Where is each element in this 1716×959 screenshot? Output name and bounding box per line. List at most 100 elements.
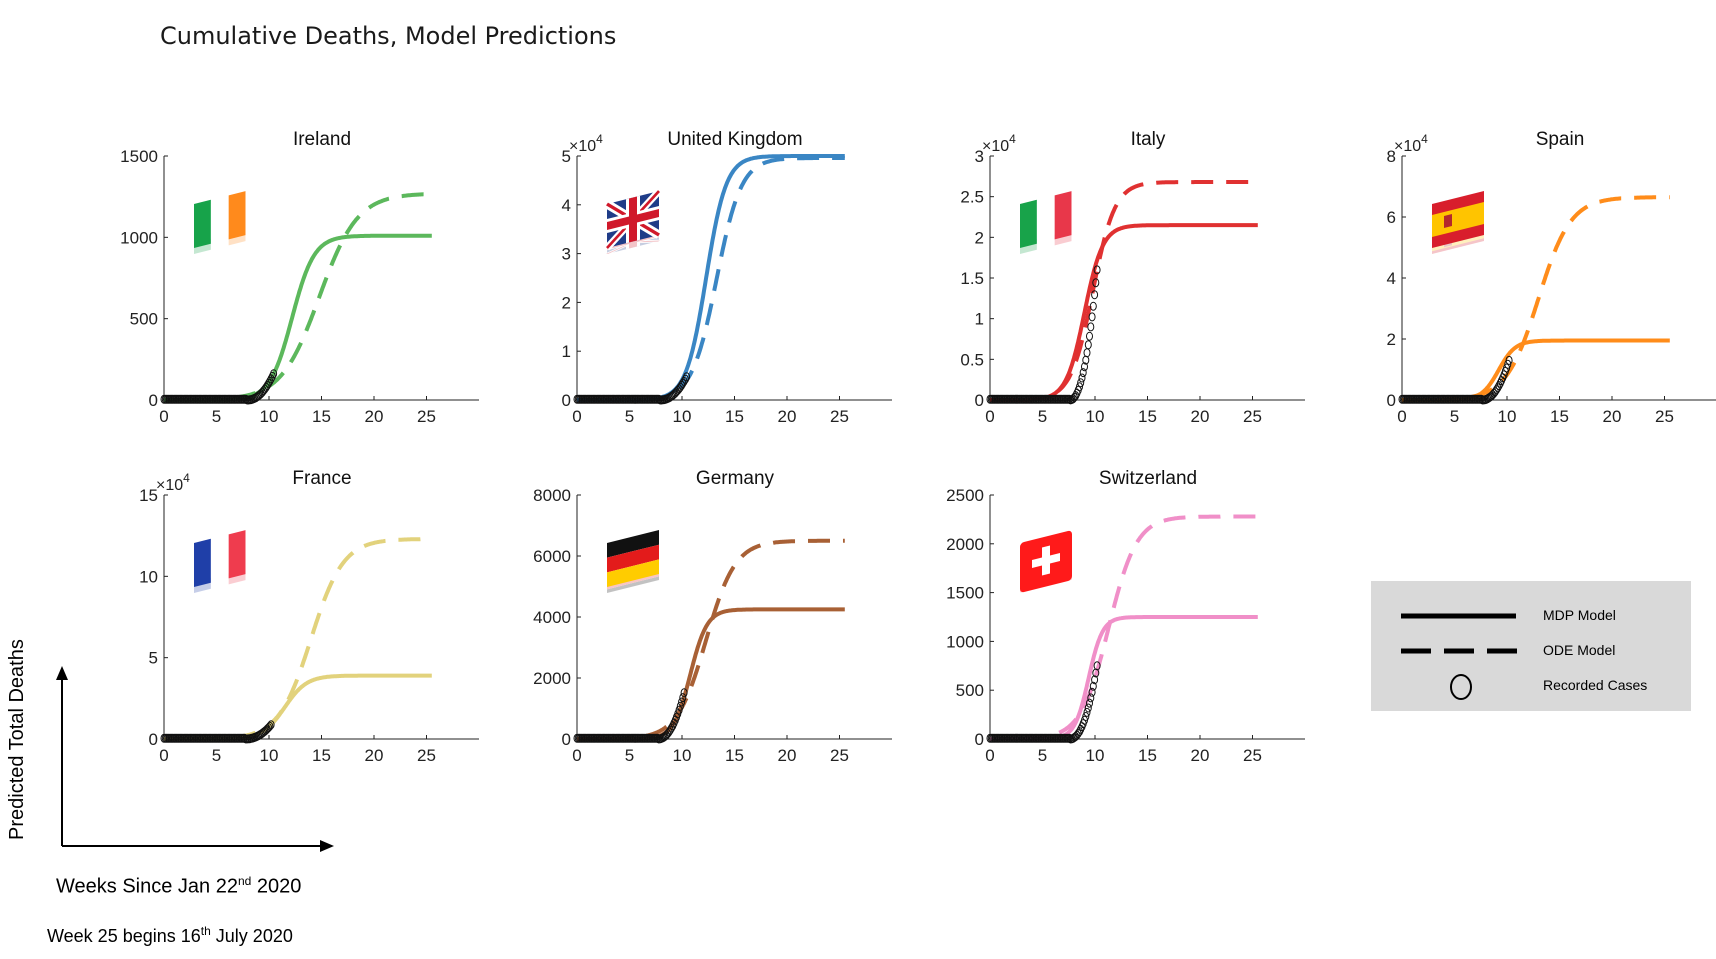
- italy-flag-icon: [1020, 191, 1072, 254]
- legend-circle-icon: [1450, 674, 1472, 700]
- y-tick-label: 0: [562, 730, 571, 749]
- recorded-point: [1089, 301, 1097, 311]
- y-tick-label: 6: [1387, 208, 1396, 227]
- recorded-point: [1083, 707, 1091, 717]
- recorded-point: [1076, 382, 1083, 392]
- x-tick-label: 10: [673, 407, 692, 426]
- recorded-cases: [986, 661, 1101, 744]
- legend-item-recorded: Recorded Cases: [1371, 671, 1691, 701]
- y-tick-label: 0.5: [960, 350, 984, 369]
- chart-panel-germany: Germany 0 2000 4000 6000 8000 0 5 10 15 20 25: [533, 468, 892, 765]
- recorded-point: [267, 720, 275, 730]
- chart-panel-united-kingdom: United Kingdom 0 1 2 3 4 5 0 5 10 15 20 25 ×104: [562, 129, 892, 426]
- x-axis-label-sup: nd: [237, 874, 252, 888]
- y-tick-label: 0: [975, 391, 984, 410]
- x-axis-label: Weeks Since Jan 22nd 2020: [56, 874, 301, 899]
- exponent-label: ×104: [156, 471, 190, 494]
- panel-title: Italy: [1131, 129, 1166, 150]
- x-tick-label: 25: [830, 746, 849, 765]
- legend: MDP Model ODE Model Recorded Cases: [1371, 581, 1691, 711]
- y-tick-label: 1: [562, 342, 571, 361]
- x-tick-label: 25: [1243, 746, 1262, 765]
- x-tick-label: 25: [417, 746, 436, 765]
- france-flag-icon: [194, 530, 246, 593]
- y-tick-label: 1000: [120, 228, 158, 247]
- y-tick-label: 6000: [533, 547, 571, 566]
- recorded-point: [1091, 290, 1099, 300]
- exponent-label: ×104: [569, 132, 603, 155]
- recorded-point: [1078, 373, 1086, 383]
- x-tick-label: 20: [1191, 407, 1210, 426]
- uk-flag-icon: [604, 188, 662, 255]
- recorded-cases: [1398, 355, 1513, 405]
- ireland-flag-icon: [194, 191, 246, 254]
- recorded-point: [1093, 265, 1101, 275]
- recorded-point: [1086, 331, 1093, 341]
- x-tick-label: 15: [725, 746, 744, 765]
- x-tick-label: 5: [625, 407, 634, 426]
- x-tick-label: 5: [212, 407, 221, 426]
- recorded-point: [1084, 340, 1092, 350]
- x-tick-label: 15: [312, 407, 331, 426]
- x-tick-label: 25: [417, 407, 436, 426]
- mdp-model-line: [990, 615, 1258, 741]
- x-tick-label: 10: [673, 746, 692, 765]
- y-tick-label: 3: [562, 245, 571, 264]
- chart-panel-ireland: Ireland 0 500 1000 1500 0 5 10 15 20 25: [120, 129, 479, 426]
- recorded-point: [1086, 698, 1093, 708]
- recorded-point: [1079, 368, 1087, 378]
- x-tick-label: 0: [1397, 407, 1406, 426]
- y-tick-label: 0: [562, 391, 571, 410]
- recorded-point: [1087, 322, 1095, 332]
- recorded-cases: [573, 372, 691, 405]
- x-tick-label: 20: [1603, 407, 1622, 426]
- y-tick-label: 1.5: [960, 269, 984, 288]
- recorded-point: [1087, 693, 1095, 703]
- y-tick-label: 2500: [946, 486, 984, 505]
- ode-model-line: [577, 156, 845, 402]
- recorded-point: [680, 688, 688, 698]
- x-tick-label: 10: [1498, 407, 1517, 426]
- panel-title: Ireland: [293, 129, 351, 150]
- x-tick-label: 5: [1450, 407, 1459, 426]
- recorded-point: [1093, 661, 1101, 671]
- mdp-model-line: [577, 154, 845, 402]
- switzerland-flag-icon: [1020, 530, 1072, 593]
- germany-flag-icon: [607, 530, 659, 593]
- recorded-point: [676, 701, 684, 711]
- x-tick-label: 0: [985, 407, 994, 426]
- week-note-suffix: July 2020: [210, 926, 293, 946]
- legend-solid-line-icon: [1401, 613, 1516, 619]
- recorded-cases: [160, 720, 275, 744]
- x-tick-label: 0: [572, 746, 581, 765]
- y-tick-label: 2000: [533, 669, 571, 688]
- x-tick-label: 5: [1038, 407, 1047, 426]
- recorded-cases: [986, 265, 1101, 405]
- x-tick-label: 5: [212, 746, 221, 765]
- recorded-point: [1083, 348, 1091, 358]
- x-tick-label: 20: [778, 746, 797, 765]
- y-tick-label: 1000: [946, 632, 984, 651]
- x-tick-label: 0: [572, 407, 581, 426]
- recorded-point: [1081, 362, 1088, 372]
- x-tick-label: 0: [985, 746, 994, 765]
- y-tick-label: 5: [562, 147, 571, 166]
- y-tick-label: 4: [1387, 269, 1396, 288]
- y-tick-label: 3: [975, 147, 984, 166]
- spain-flag-icon: [1432, 191, 1484, 254]
- recorded-point: [1077, 378, 1085, 388]
- recorded-point: [268, 371, 276, 381]
- y-tick-label: 2000: [946, 535, 984, 554]
- y-tick-label: 1500: [946, 584, 984, 603]
- x-tick-label: 15: [725, 407, 744, 426]
- chart-panel-france: France 0 5 10 15 0 5 10 15 20 25 ×104: [139, 468, 479, 765]
- panel-title: Switzerland: [1099, 468, 1197, 489]
- x-tick-label: 25: [1243, 407, 1262, 426]
- x-tick-label: 15: [1138, 746, 1157, 765]
- chart-panel-spain: Spain 0 2 4 6 8 0 5 10 15 20 25 ×104: [1387, 129, 1716, 426]
- y-tick-label: 4: [562, 196, 571, 215]
- x-tick-label: 10: [260, 746, 279, 765]
- x-tick-label: 0: [159, 746, 168, 765]
- recorded-cases: [160, 369, 278, 405]
- y-tick-label: 2: [975, 228, 984, 247]
